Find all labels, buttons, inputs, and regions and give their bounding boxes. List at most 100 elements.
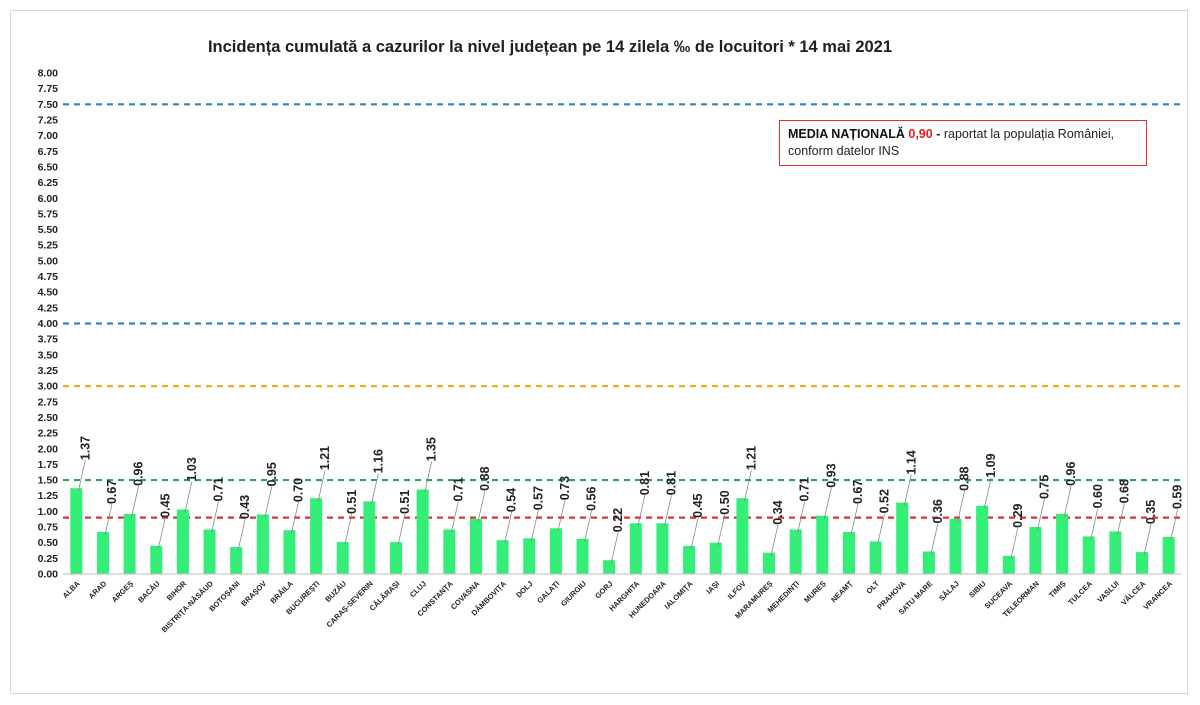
leader-line xyxy=(797,501,806,533)
y-tick-label: 7.75 xyxy=(38,83,59,95)
data-label: 1.09 xyxy=(984,453,998,477)
leader-line xyxy=(131,485,139,517)
leader-line xyxy=(1170,508,1179,541)
national-average-label: MEDIA NAȚIONALĂ xyxy=(788,127,905,141)
y-tick-label: 3.75 xyxy=(38,334,59,346)
national-average-box: MEDIA NAȚIONALĂ 0,90 - raportat la popul… xyxy=(779,120,1147,166)
y-tick-label: 6.75 xyxy=(38,146,59,158)
y-tick-label: 1.50 xyxy=(38,475,59,487)
leader-line xyxy=(344,513,353,546)
x-tick-label: CLUJ xyxy=(408,579,428,599)
x-tick-label: VRANCEA xyxy=(1141,579,1174,612)
leader-line xyxy=(1090,508,1099,540)
data-label: 0.57 xyxy=(531,486,545,510)
y-tick-label: 0.50 xyxy=(38,537,59,549)
data-label: 0.56 xyxy=(585,487,599,511)
data-label: 0.35 xyxy=(1144,500,1158,524)
y-tick-label: 3.50 xyxy=(38,349,59,361)
data-label: 0.51 xyxy=(345,490,359,514)
bar xyxy=(363,501,376,574)
bar xyxy=(896,502,909,574)
y-tick-label: 4.75 xyxy=(38,271,59,283)
leader-line xyxy=(1063,485,1072,517)
leader-line xyxy=(504,512,512,544)
y-tick-label: 3.25 xyxy=(38,365,59,377)
y-tick-label: 0.00 xyxy=(38,569,59,581)
x-tick-label: BRĂILA xyxy=(268,579,295,606)
data-label: 0.67 xyxy=(105,480,119,504)
bar xyxy=(603,560,616,574)
x-tick-label: OLT xyxy=(864,579,881,596)
leader-line xyxy=(104,503,113,536)
data-label: 1.14 xyxy=(904,450,918,474)
y-tick-label: 1.25 xyxy=(38,490,59,502)
data-label: 0.81 xyxy=(638,471,652,495)
y-tick-label: 6.00 xyxy=(38,193,59,205)
leader-line xyxy=(744,470,752,502)
bar xyxy=(549,528,562,574)
national-average-source: conform datelor INS xyxy=(788,144,900,158)
leader-line xyxy=(823,487,832,519)
x-tick-label: GALAȚI xyxy=(535,579,561,605)
data-label: 1.35 xyxy=(425,437,439,461)
data-label: 0.45 xyxy=(691,493,705,517)
data-label: 0.95 xyxy=(265,462,279,486)
bar xyxy=(283,530,296,574)
bar xyxy=(709,542,722,574)
y-tick-label: 6.50 xyxy=(38,161,59,173)
bar xyxy=(310,498,323,574)
bar xyxy=(256,514,269,574)
bar xyxy=(789,529,802,574)
x-tick-label: ARGEȘ xyxy=(110,579,135,604)
leader-line xyxy=(1010,527,1019,559)
leader-line xyxy=(264,486,273,518)
x-tick-label: SĂLAJ xyxy=(937,579,961,603)
x-tick-label: TULCEA xyxy=(1066,579,1094,607)
x-tick-label: VASLUI xyxy=(1095,579,1120,604)
data-label: 0.54 xyxy=(505,488,519,512)
leader-line xyxy=(530,510,539,542)
bar xyxy=(70,488,83,574)
leader-line xyxy=(317,470,326,502)
bar xyxy=(176,509,189,574)
leader-line xyxy=(557,500,566,532)
bar xyxy=(496,540,509,574)
bar xyxy=(842,532,855,574)
data-label: 0.45 xyxy=(158,493,172,517)
y-tick-label: 6.25 xyxy=(38,177,59,189)
data-label: 0.43 xyxy=(238,495,252,519)
data-label: 0.96 xyxy=(132,462,146,486)
y-tick-label: 5.75 xyxy=(38,208,59,220)
leader-line xyxy=(184,481,193,513)
leader-line xyxy=(957,490,965,522)
bar xyxy=(203,529,216,574)
leader-line xyxy=(584,510,592,543)
data-label: 0.71 xyxy=(798,477,812,501)
leader-line xyxy=(637,495,646,527)
data-label: 0.50 xyxy=(718,490,732,514)
bar xyxy=(123,513,136,574)
y-tick-label: 5.00 xyxy=(38,255,59,267)
x-tick-label: TIMIȘ xyxy=(1047,579,1068,600)
bar xyxy=(523,538,536,574)
national-average-value: 0,90 xyxy=(908,127,933,141)
leader-line xyxy=(690,517,699,549)
y-tick-label: 4.00 xyxy=(38,318,59,330)
data-label: 0.96 xyxy=(1064,462,1078,486)
x-axis: ALBA ARAD ARGEȘ BACĂU BIHORBISTRIȚA-NĂSĂUDBO… xyxy=(61,573,1182,634)
x-tick-label: BIHOR xyxy=(165,579,189,603)
leader-line xyxy=(664,495,672,527)
y-tick-label: 7.50 xyxy=(38,99,59,111)
data-label: 0.68 xyxy=(1117,479,1131,503)
y-tick-label: 7.00 xyxy=(38,130,59,142)
data-label: 0.34 xyxy=(771,500,785,524)
leader-line xyxy=(1037,498,1045,531)
data-label: 0.71 xyxy=(451,477,465,501)
leader-line xyxy=(770,524,779,556)
x-tick-label: CARAȘ-SEVERIN xyxy=(325,579,375,629)
leader-line xyxy=(877,513,885,545)
x-tick-label: IAȘI xyxy=(704,579,721,596)
bar xyxy=(390,542,403,574)
data-label: 0.59 xyxy=(1171,485,1185,509)
bar xyxy=(1056,513,1069,574)
